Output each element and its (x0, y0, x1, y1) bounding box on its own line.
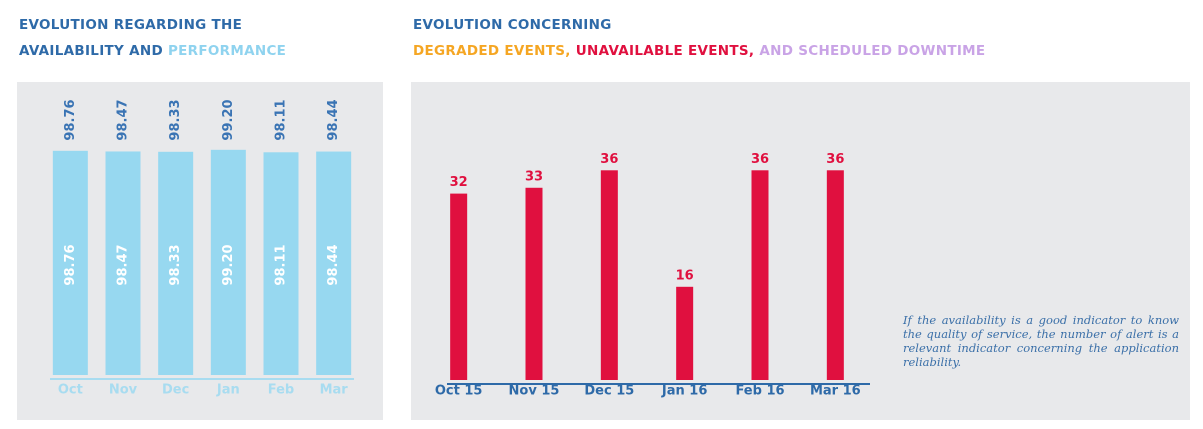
value-label: 32 (450, 175, 468, 190)
bar (52, 150, 88, 375)
x-tick-label: Nov 15 (509, 384, 560, 399)
x-tick-label: Oct (58, 383, 83, 398)
value-label: 98.33 (168, 99, 183, 140)
bar (158, 151, 194, 375)
value-label: 36 (826, 152, 844, 167)
bar (676, 286, 694, 380)
bar (105, 151, 141, 375)
subtitle-part: PERFORMANCE (168, 43, 286, 59)
x-tick-label: Mar (320, 383, 349, 398)
x-tick-label: Feb (268, 383, 294, 398)
value-label: 16 (676, 268, 694, 283)
value-label: 98.11 (274, 99, 289, 140)
value-label: 98.47 (116, 244, 131, 285)
x-tick-label: Dec 15 (584, 384, 634, 399)
value-label: 98.47 (116, 99, 131, 140)
subtitle-part: AVAILABILITY AND (19, 43, 163, 59)
chart-subtitle: AVAILABILITY AND PERFORMANCE (19, 43, 286, 59)
bar (600, 170, 618, 380)
value-label: 98.33 (168, 244, 183, 285)
value-label: 99.20 (221, 99, 236, 140)
bar (525, 187, 543, 380)
note: If the availability is a good indicator … (903, 313, 1179, 369)
x-tick-label: Oct 15 (435, 384, 483, 399)
x-tick-label: Nov (109, 383, 138, 398)
x-tick-label: Mar 16 (810, 384, 861, 399)
value-label: 98.76 (63, 244, 78, 285)
chart-title: EVOLUTION CONCERNING (413, 17, 612, 33)
x-tick-label: Jan 16 (661, 384, 707, 399)
value-label: 98.44 (326, 244, 341, 285)
x-tick-label: Dec (162, 383, 189, 398)
subtitle-part: UNAVAILABLE EVENTS, (576, 43, 755, 59)
chart-subtitle: DEGRADED EVENTS, UNAVAILABLE EVENTS, AND S… (413, 43, 985, 59)
value-label: 98.76 (63, 99, 78, 140)
value-label: 36 (751, 152, 769, 167)
bar (826, 170, 844, 380)
value-label: 98.11 (274, 244, 289, 285)
value-label: 33 (525, 169, 543, 184)
subtitle-part: AND SCHEDULED DOWNTIME (759, 43, 985, 59)
value-label: 99.20 (221, 244, 236, 285)
value-label: 36 (600, 152, 618, 167)
subtitle-part: DEGRADED EVENTS, (413, 43, 571, 59)
bar (450, 193, 468, 380)
bar (751, 170, 769, 380)
chart-title: EVOLUTION REGARDING THE (19, 17, 242, 33)
bar (210, 149, 246, 375)
bar (263, 152, 299, 375)
value-label: 98.44 (326, 99, 341, 140)
bar (316, 151, 352, 375)
x-tick-label: Feb 16 (735, 384, 784, 399)
x-tick-label: Jan (216, 383, 240, 398)
